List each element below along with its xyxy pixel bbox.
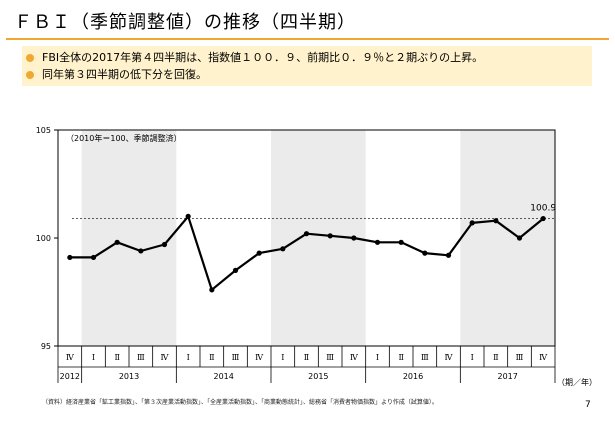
quarter-label: Ⅰ (376, 353, 379, 362)
year-label: 2017 (497, 372, 517, 381)
data-point (138, 248, 144, 254)
summary-box: FBI全体の2017年第４四半期は、指数値１００．９、前期比０．９％と２期ぶりの… (22, 46, 592, 86)
data-point (422, 250, 428, 256)
quarter-label: Ⅳ (66, 353, 75, 362)
summary-bullet-text: FBI全体の2017年第４四半期は、指数値１００．９、前期比０．９％と２期ぶりの… (42, 51, 484, 64)
source-note: （資料）経済産業省「鉱工業指数」、「第３次産業活動指数」、「全産業活動指数」、「… (42, 399, 438, 406)
quarter-label: Ⅳ (161, 353, 170, 362)
quarter-label: Ⅰ (281, 353, 284, 362)
y-tick-label: 105 (36, 126, 51, 135)
quarter-label: Ⅱ (398, 353, 403, 362)
page-number: 7 (585, 400, 591, 410)
x-axis-label: （期／年） (557, 377, 597, 387)
quarter-label: Ⅰ (92, 353, 95, 362)
data-point (185, 213, 191, 219)
summary-bullet: FBI全体の2017年第４四半期は、指数値１００．９、前期比０．９％と２期ぶりの… (26, 51, 484, 65)
year-label: 2014 (213, 372, 233, 381)
data-point (493, 218, 499, 224)
data-point (351, 235, 357, 241)
quarter-label: Ⅳ (445, 353, 454, 362)
quarter-label: Ⅱ (114, 353, 119, 362)
last-value-label: 100.9 (530, 204, 556, 214)
quarter-label: Ⅳ (255, 353, 264, 362)
quarter-label: Ⅰ (187, 353, 190, 362)
data-point (90, 254, 97, 261)
summary-bullet: 同年第３四半期の低下分を回復。 (26, 68, 207, 82)
quarter-label: Ⅱ (304, 353, 309, 362)
year-shade-band (460, 130, 555, 346)
data-point (540, 215, 546, 222)
y-tick-label: 100 (36, 234, 51, 243)
quarter-label: Ⅱ (209, 353, 214, 362)
quarter-label: Ⅰ (471, 353, 474, 362)
quarter-label: Ⅲ (421, 353, 429, 362)
quarter-label: Ⅲ (516, 353, 524, 362)
data-point (114, 239, 120, 245)
year-label: 2016 (403, 372, 423, 381)
quarter-label: Ⅲ (326, 353, 334, 362)
data-point (209, 287, 215, 293)
data-point (161, 241, 168, 248)
quarter-label: Ⅲ (232, 353, 240, 362)
data-point (469, 220, 475, 226)
page-title: ＦＢＩ（季節調整値）の推移（四半期） (14, 12, 356, 33)
quarter-label: Ⅳ (539, 353, 548, 362)
year-label: 2015 (308, 372, 328, 381)
bullet-dot-icon (26, 71, 34, 79)
chart-unit-note: （2010年＝100、季節調整済） (66, 133, 182, 143)
year-label: 2012 (60, 372, 80, 381)
bullet-dot-icon (26, 54, 34, 62)
quarter-label: Ⅱ (493, 353, 498, 362)
data-point (398, 239, 404, 245)
quarter-label: Ⅲ (137, 353, 145, 362)
year-label: 2013 (119, 372, 139, 381)
data-point (280, 246, 286, 252)
summary-bullet-text: 同年第３四半期の低下分を回復。 (42, 68, 207, 81)
data-point (327, 233, 333, 239)
y-tick-label: 95 (41, 342, 51, 351)
data-point (374, 239, 381, 245)
year-shade-band (81, 130, 177, 346)
data-point (445, 252, 452, 258)
data-point (232, 267, 239, 273)
quarter-label: Ⅳ (350, 353, 359, 362)
data-point (256, 250, 262, 256)
data-point (516, 235, 523, 241)
data-point (67, 254, 73, 261)
data-point (303, 231, 310, 237)
title-underline (6, 38, 609, 40)
